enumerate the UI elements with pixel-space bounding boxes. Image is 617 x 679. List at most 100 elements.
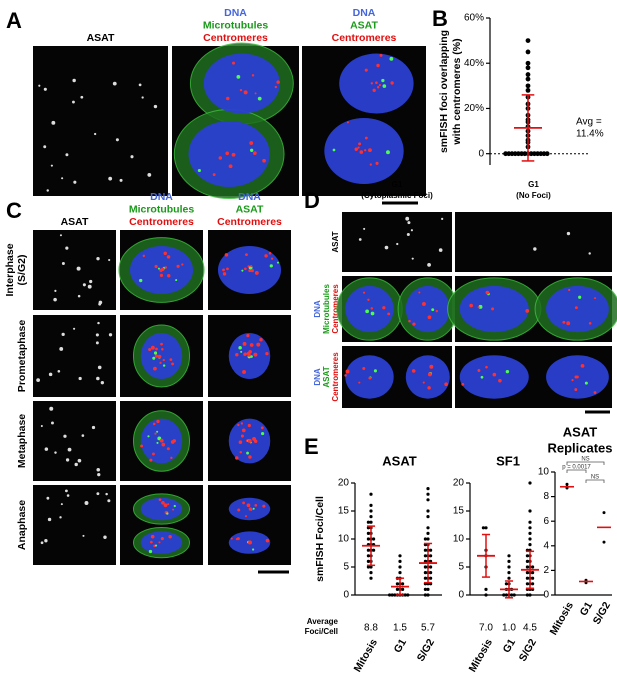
dot	[484, 587, 488, 592]
focus	[491, 307, 495, 311]
focus	[485, 290, 490, 295]
image-bg	[33, 46, 168, 196]
focus	[36, 378, 40, 383]
focus	[505, 369, 510, 374]
focus	[59, 516, 62, 519]
micrograph	[455, 346, 612, 408]
dot	[528, 543, 532, 547]
focus	[155, 347, 158, 351]
focus	[65, 458, 70, 462]
dot	[507, 554, 511, 558]
focus	[226, 267, 229, 271]
focus	[54, 451, 57, 454]
dot	[525, 72, 531, 77]
dot	[525, 76, 531, 82]
focus	[370, 311, 375, 316]
dot	[429, 576, 433, 580]
focus	[525, 309, 530, 313]
header-line: DNA	[238, 191, 261, 203]
focus	[167, 274, 171, 278]
x-tick-label: G1	[501, 637, 518, 655]
focus	[584, 381, 588, 385]
focus	[77, 458, 82, 463]
y-tick-label: 20	[453, 478, 465, 489]
y-tick-label: 60%	[464, 13, 484, 24]
header-line: (No Foci)	[516, 191, 551, 200]
significance: NS	[591, 475, 599, 481]
focus	[375, 161, 379, 165]
focus	[261, 432, 265, 436]
header-line: DNA	[353, 7, 376, 19]
focus	[250, 268, 254, 273]
focus	[173, 504, 176, 508]
focus	[461, 382, 465, 386]
dot	[366, 548, 370, 552]
dot	[525, 83, 531, 89]
focus	[97, 473, 101, 477]
dot	[403, 593, 407, 597]
y-axis-label: smFISH Foci/Cell	[314, 496, 326, 582]
focus	[411, 257, 414, 260]
focus	[49, 406, 54, 411]
focus	[96, 468, 100, 472]
focus	[153, 366, 157, 371]
dot	[398, 571, 402, 575]
focus	[155, 544, 158, 547]
focus	[435, 309, 439, 313]
focus	[248, 349, 252, 354]
focus	[373, 369, 377, 373]
focus	[50, 164, 53, 167]
focus	[48, 372, 53, 377]
micrograph	[342, 212, 452, 272]
focus	[254, 92, 257, 95]
bracket	[566, 461, 605, 465]
focus	[250, 265, 253, 268]
avg-value: 7.0	[479, 623, 493, 634]
focus	[358, 142, 362, 146]
panel-label: D	[304, 188, 320, 213]
nucleus	[459, 355, 529, 399]
focus	[108, 258, 111, 262]
dot	[525, 565, 530, 569]
row-label: ASAT	[331, 231, 340, 252]
focus	[74, 462, 78, 467]
dot	[423, 593, 427, 597]
row-label: DNA	[313, 300, 322, 318]
y-tick-label: 0	[458, 590, 464, 601]
focus	[240, 422, 244, 425]
focus	[159, 438, 164, 443]
focus	[142, 254, 146, 258]
focus	[412, 322, 416, 326]
focus	[276, 80, 280, 84]
focus	[154, 264, 158, 269]
focus	[77, 294, 81, 298]
dot	[525, 65, 531, 71]
focus	[247, 265, 250, 268]
dot	[366, 520, 370, 524]
focus	[257, 96, 262, 101]
focus	[381, 78, 385, 83]
focus	[367, 298, 370, 301]
focus	[163, 503, 168, 508]
focus	[72, 100, 75, 104]
focus	[76, 266, 81, 271]
focus	[112, 81, 117, 86]
dot	[426, 515, 430, 519]
x-tick-label: S/G2	[415, 637, 437, 664]
focus	[95, 333, 99, 337]
focus	[580, 363, 585, 368]
focus	[87, 284, 92, 289]
focus	[369, 163, 372, 166]
micrograph	[447, 276, 617, 342]
focus	[444, 382, 448, 387]
focus	[65, 153, 69, 157]
bracket	[585, 479, 605, 483]
focus	[61, 177, 64, 180]
focus	[222, 268, 225, 272]
micrograph	[302, 46, 426, 196]
row-label: Prometaphase	[16, 320, 28, 393]
dot	[395, 587, 399, 592]
focus	[82, 534, 85, 537]
focus	[427, 315, 432, 320]
focus	[171, 362, 174, 366]
